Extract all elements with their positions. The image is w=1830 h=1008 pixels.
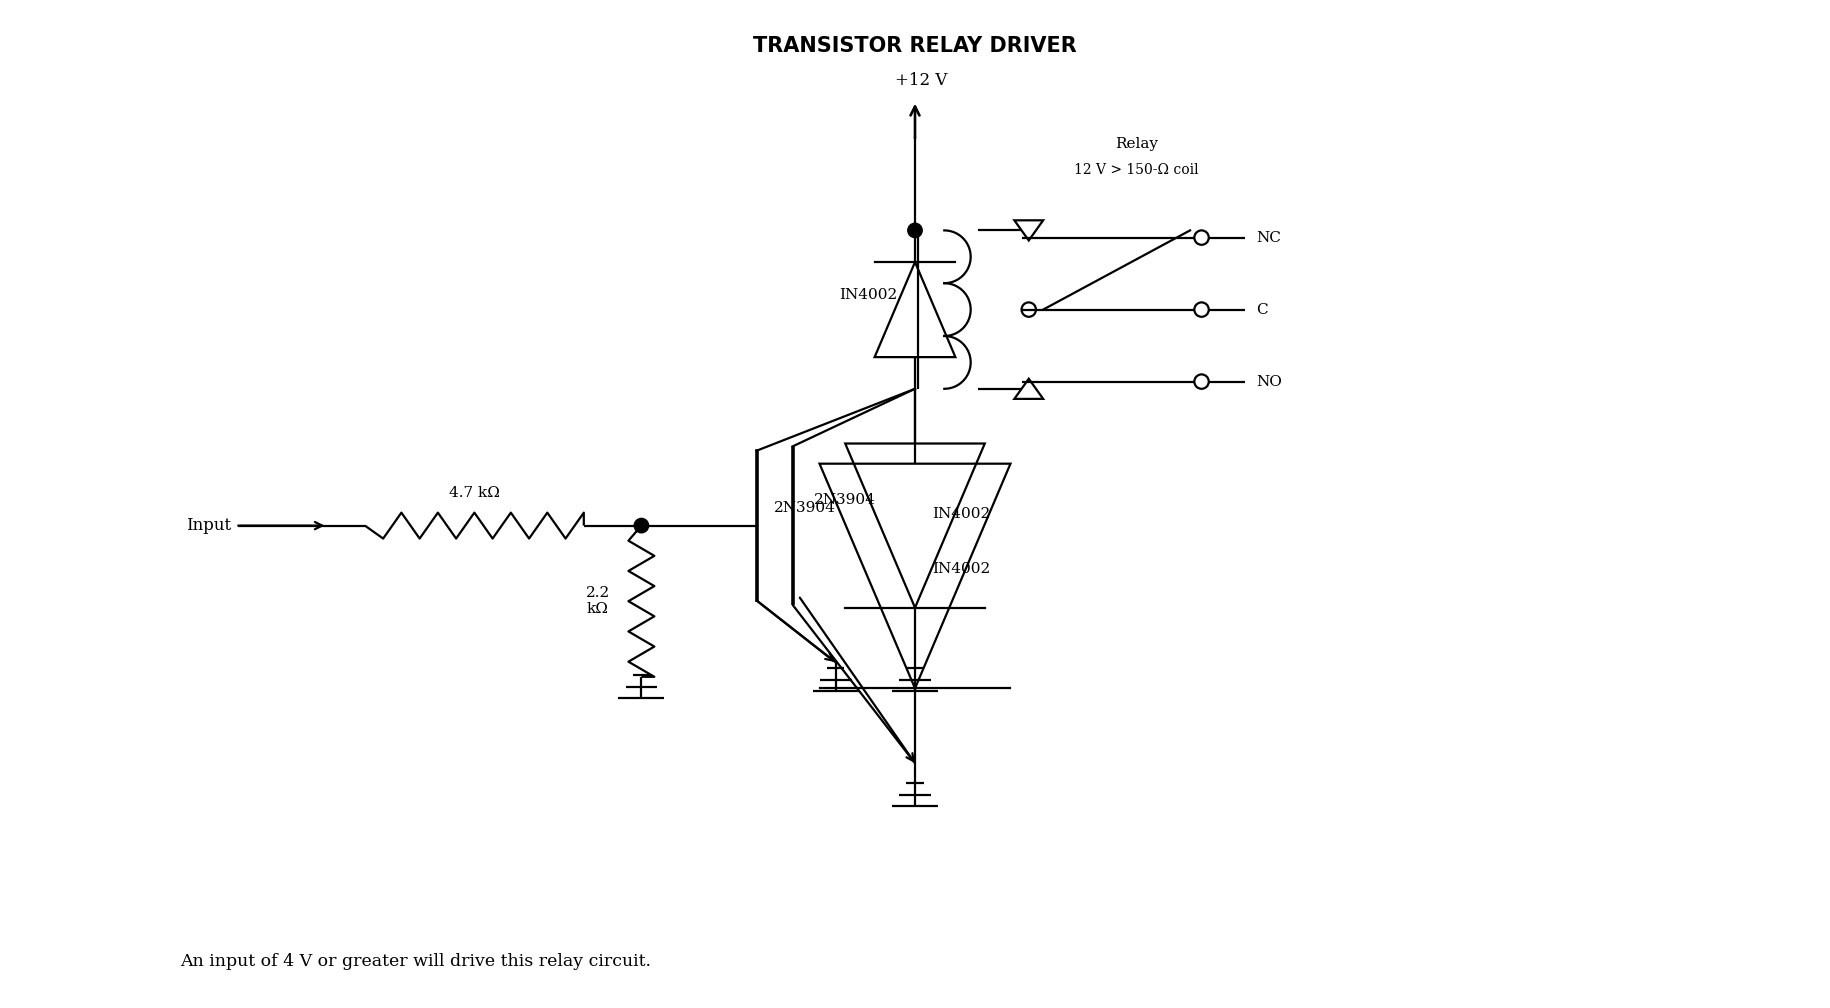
- Text: 4.7 kΩ: 4.7 kΩ: [448, 486, 500, 500]
- Circle shape: [908, 223, 922, 238]
- Text: Input: Input: [187, 517, 231, 534]
- Text: 2.2
kΩ: 2.2 kΩ: [586, 586, 609, 616]
- Text: Relay: Relay: [1114, 137, 1158, 151]
- Text: TRANSISTOR RELAY DRIVER: TRANSISTOR RELAY DRIVER: [754, 36, 1076, 56]
- Text: IN4002: IN4002: [931, 507, 990, 521]
- Text: 2N3904: 2N3904: [774, 501, 836, 515]
- Text: +12 V: +12 V: [895, 73, 946, 90]
- Text: IN4002: IN4002: [931, 561, 990, 576]
- Circle shape: [635, 518, 648, 533]
- Text: C: C: [1255, 302, 1268, 317]
- Text: 2N3904: 2N3904: [814, 493, 877, 507]
- Text: IN4002: IN4002: [840, 288, 899, 302]
- Text: An input of 4 V or greater will drive this relay circuit.: An input of 4 V or greater will drive th…: [181, 954, 651, 971]
- Text: NO: NO: [1255, 375, 1283, 389]
- Text: 12 V > 150-Ω coil: 12 V > 150-Ω coil: [1074, 163, 1199, 177]
- Text: NC: NC: [1255, 231, 1281, 245]
